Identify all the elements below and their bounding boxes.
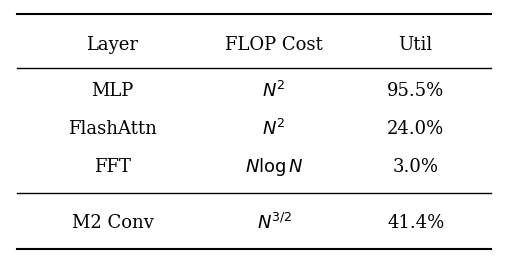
Text: 24.0%: 24.0% [387,120,444,138]
Text: $N^2$: $N^2$ [263,119,286,139]
Text: M2 Conv: M2 Conv [72,214,153,232]
Text: FlashAttn: FlashAttn [68,120,157,138]
Text: FLOP Cost: FLOP Cost [226,36,323,54]
Text: $N \log N$: $N \log N$ [245,156,304,178]
Text: $N^2$: $N^2$ [263,81,286,101]
Text: Util: Util [399,36,433,54]
Text: Layer: Layer [86,36,139,54]
Text: MLP: MLP [91,82,134,100]
Text: 41.4%: 41.4% [387,214,444,232]
Text: FFT: FFT [94,158,131,176]
Text: 3.0%: 3.0% [393,158,439,176]
Text: 95.5%: 95.5% [387,82,444,100]
Text: $N^{3/2}$: $N^{3/2}$ [257,213,292,233]
